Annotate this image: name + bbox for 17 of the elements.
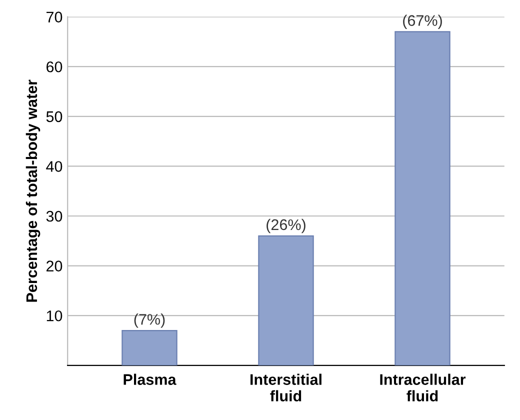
data-label: (67%) (403, 14, 442, 29)
data-label: (26%) (266, 218, 306, 234)
y-tick-label: 20 (46, 260, 62, 272)
y-tick-label: 50 (46, 111, 62, 122)
x-tick-label: Plasma (124, 374, 176, 385)
data-label: (7%) (134, 314, 165, 328)
y-tick-label: 10 (46, 310, 62, 322)
bar (122, 330, 178, 366)
bar (258, 235, 314, 366)
x-tick-label: Interstitial fluid (250, 374, 322, 402)
y-axis-title: Percentage of total-body water (26, 80, 40, 302)
y-tick-label: 30 (46, 210, 62, 222)
y-tick-label: 70 (46, 12, 62, 22)
y-tick-label: 40 (46, 161, 62, 172)
bar (394, 31, 450, 366)
y-tick-label: 60 (46, 61, 62, 72)
x-tick-label: Intracellular fluid (380, 374, 466, 402)
